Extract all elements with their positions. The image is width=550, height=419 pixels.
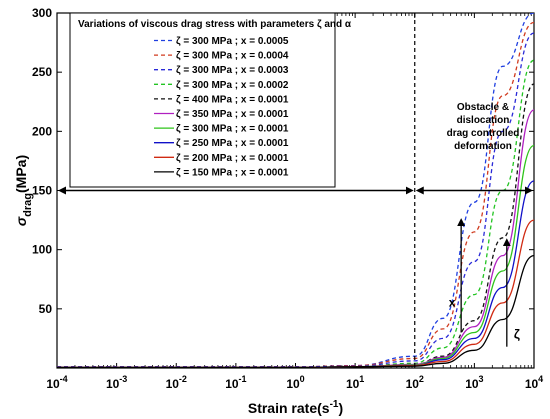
legend-box	[69, 12, 336, 188]
legend-label: ζ = 300 MPa ; x = 0.0003	[176, 65, 289, 76]
legend-label: ζ = 150 MPa ; x = 0.0001	[176, 167, 289, 178]
x-tick-label: 101	[346, 374, 364, 391]
legend-title: Variations of viscous drag stress with p…	[78, 19, 352, 30]
y-tick-label: 50	[39, 302, 53, 316]
legend-label: ζ = 250 MPa ; x = 0.0001	[176, 138, 289, 149]
drag-controlled-label: deformation	[454, 141, 512, 152]
legend-label: ζ = 350 MPa ; x = 0.0001	[176, 109, 289, 120]
series-line	[57, 32, 534, 368]
y-tick-label: 250	[32, 65, 52, 79]
zeta-parameter-label: ζ	[514, 326, 520, 341]
y-tick-label: 150	[32, 184, 52, 198]
legend-label: ζ = 300 MPa ; x = 0.0005	[176, 36, 289, 47]
y-tick-label: 300	[32, 6, 52, 20]
x-axis-label: Strain rate(s-1)	[248, 399, 343, 416]
x-tick-label: 10-3	[106, 374, 127, 391]
series-line	[57, 254, 534, 368]
drag-controlled-label: drag controlled	[447, 128, 520, 139]
legend-label: ζ = 300 MPa ; x = 0.0002	[176, 80, 289, 91]
x-tick-label: 100	[286, 374, 304, 391]
x-tick-label: 10-1	[225, 374, 246, 391]
x-tick-label: 10-2	[166, 374, 187, 391]
x-tick-label: 104	[525, 374, 543, 391]
y-tick-label: 100	[32, 243, 52, 257]
legend-label: ζ = 300 MPa ; x = 0.0004	[176, 51, 289, 62]
x-tick-label: 10-4	[46, 374, 67, 391]
legend: Variations of viscous drag stress with p…	[69, 12, 352, 188]
x-parameter-label: x	[449, 295, 456, 309]
drag-controlled-label: Obstacle &	[457, 102, 509, 113]
legend-label: ζ = 300 MPa ; x = 0.0001	[176, 124, 289, 135]
y-tick-label: 200	[32, 124, 52, 138]
legend-label: ζ = 200 MPa ; x = 0.0001	[176, 153, 289, 164]
y-axis-label: σdrag(MPa)	[13, 155, 34, 226]
x-tick-label: 102	[406, 374, 424, 391]
series-line	[57, 21, 534, 368]
x-tick-label: 103	[465, 374, 483, 391]
legend-label: ζ = 400 MPa ; x = 0.0001	[176, 94, 289, 105]
drag-controlled-label: dislocation	[457, 115, 510, 126]
